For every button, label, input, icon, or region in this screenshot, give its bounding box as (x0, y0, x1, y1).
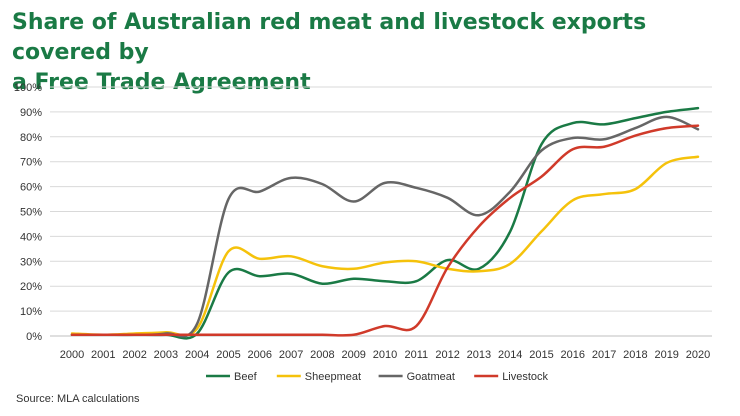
x-tick-label: 2015 (529, 349, 553, 361)
series-line-goatmeat (70, 115, 700, 338)
legend-label: Beef (234, 371, 258, 383)
y-tick-label: 30% (20, 256, 42, 268)
y-tick-label: 0% (26, 331, 42, 343)
legend-item-sheepmeat: Sheepmeat (276, 371, 361, 383)
y-tick-label: 10% (20, 306, 42, 318)
x-tick-label: 2011 (404, 349, 428, 361)
x-tick-label: 2000 (60, 349, 84, 361)
x-tick-label: 2019 (654, 349, 678, 361)
y-axis-ticks: 0% 10% 20% 30% 40% 50% 60% 70% 80% 90% 100% (14, 82, 42, 343)
series-line-livestock (70, 124, 700, 337)
y-tick-label: 50% (20, 207, 42, 219)
chart-title: Share of Australian red meat and livesto… (12, 8, 732, 98)
x-tick-label: 2005 (216, 349, 240, 361)
x-tick-label: 2009 (341, 349, 365, 361)
series-line-beef (70, 106, 700, 340)
x-tick-label: 2002 (122, 349, 146, 361)
legend: Beef Sheepmeat Goatmeat Livestock (206, 371, 549, 383)
x-tick-label: 2020 (686, 349, 710, 361)
source-note: Source: MLA calculations (16, 393, 140, 405)
legend-label: Livestock (502, 371, 548, 383)
legend-item-beef: Beef (206, 371, 258, 383)
y-tick-label: 100% (14, 82, 42, 94)
legend-item-goatmeat: Goatmeat (378, 371, 455, 383)
chart-title-line-1: Share of Australian red meat and livesto… (12, 10, 647, 65)
legend-label: Sheepmeat (305, 371, 361, 383)
x-tick-label: 2006 (248, 349, 272, 361)
y-tick-label: 90% (20, 107, 42, 119)
x-tick-label: 2010 (373, 349, 397, 361)
legend-item-livestock: Livestock (474, 371, 549, 383)
x-tick-label: 2007 (279, 349, 303, 361)
x-tick-label: 2014 (498, 349, 522, 361)
y-tick-label: 70% (20, 157, 42, 169)
x-tick-label: 2016 (561, 349, 585, 361)
x-tick-label: 2001 (91, 349, 115, 361)
legend-label: Goatmeat (407, 371, 455, 383)
x-tick-label: 2008 (310, 349, 334, 361)
x-tick-label: 2017 (592, 349, 616, 361)
x-tick-label: 2003 (154, 349, 178, 361)
x-tick-label: 2012 (435, 349, 459, 361)
series-lines (70, 106, 700, 340)
x-tick-label: 2004 (185, 349, 209, 361)
chart-title-line-2: a Free Trade Agreement (12, 70, 311, 95)
x-tick-label: 2013 (467, 349, 491, 361)
x-tick-label: 2018 (623, 349, 647, 361)
y-tick-label: 80% (20, 132, 42, 144)
line-chart: 0%10%20%30%40%50%60%70%80%90%100% 2000 20… (14, 82, 712, 383)
y-tick-label: 60% (20, 182, 42, 194)
y-tick-label: 40% (20, 231, 42, 243)
grid-lines (50, 86, 712, 337)
y-tick-label: 20% (20, 281, 42, 293)
x-axis-ticks: 2000 2001 2002 2003 2004 2005 2006 2007 2008 2009… (60, 349, 710, 361)
